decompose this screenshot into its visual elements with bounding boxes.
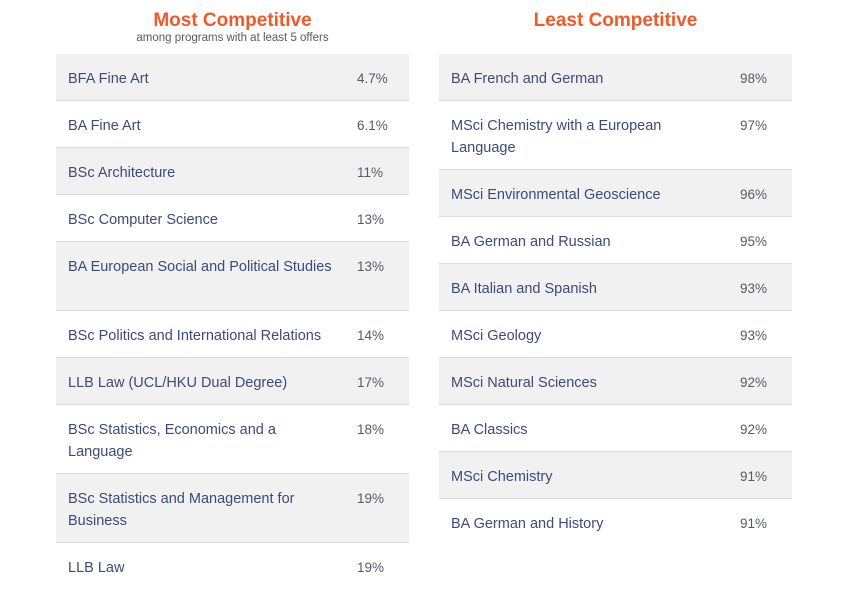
offer-rate: 91%	[740, 516, 768, 531]
program-name: BA French and German	[451, 71, 604, 87]
table-row: MSci Chemistry with a European Language …	[439, 101, 792, 170]
least-competitive-table: BA French and German 98% MSci Chemistry …	[439, 54, 792, 546]
offer-rate: 92%	[740, 375, 768, 390]
program-name: MSci Environmental Geoscience	[451, 187, 661, 203]
program-name: BSc Architecture	[68, 165, 176, 181]
most-competitive-table: BFA Fine Art 4.7% BA Fine Art 6.1% BSc A…	[56, 54, 409, 590]
program-name: BSc Computer Science	[68, 212, 218, 228]
offer-rate: 95%	[740, 234, 768, 249]
table-row: BSc Politics and International Relations…	[56, 311, 409, 358]
program-name: LLB Law (UCL/HKU Dual Degree)	[68, 375, 288, 391]
table-row: MSci Chemistry 91%	[439, 452, 792, 499]
table-row: BFA Fine Art 4.7%	[56, 54, 409, 101]
program-name: BA Italian and Spanish	[451, 281, 597, 297]
table-row: LLB Law (UCL/HKU Dual Degree) 17%	[56, 358, 409, 405]
program-name: BSc Politics and International Relations	[68, 328, 322, 344]
table-row: BA German and Russian 95%	[439, 217, 792, 264]
offer-rate: 93%	[740, 328, 768, 343]
table-row: BSc Architecture 11%	[56, 148, 409, 195]
table-row: LLB Law 19%	[56, 543, 409, 590]
offer-rate: 14%	[357, 328, 385, 343]
program-name: MSci Geology	[451, 328, 542, 344]
offer-rate: 91%	[740, 469, 768, 484]
offer-rate: 98%	[740, 71, 768, 86]
offer-rate: 13%	[357, 212, 385, 227]
table-row: BA Classics 92%	[439, 405, 792, 452]
table-row: MSci Geology 93%	[439, 311, 792, 358]
table-row: BSc Statistics and Management for Busine…	[56, 474, 409, 543]
offer-rate: 18%	[357, 422, 385, 437]
offer-rate: 96%	[740, 187, 768, 202]
program-name: BA Fine Art	[68, 118, 141, 134]
program-name: BA German and Russian	[451, 234, 611, 250]
offer-rate: 13%	[357, 259, 385, 274]
most-competitive-subtitle: among programs with at least 5 offers	[136, 32, 329, 44]
table-row: MSci Natural Sciences 92%	[439, 358, 792, 405]
least-competitive-title: Least Competitive	[533, 10, 698, 31]
offer-rate: 92%	[740, 422, 768, 437]
offer-rate: 11%	[357, 165, 384, 180]
program-name: BA German and History	[451, 516, 604, 532]
most-competitive-section: Most Competitive among programs with at …	[56, 0, 409, 576]
program-name: MSci Natural Sciences	[451, 375, 597, 391]
table-row: MSci Environmental Geoscience 96%	[439, 170, 792, 217]
least-competitive-section: Least Competitive BA French and German 9…	[439, 0, 792, 532]
table-row: BA French and German 98%	[439, 54, 792, 101]
program-name: MSci Chemistry	[451, 469, 553, 485]
program-name: MSci Chemistry with a European Language	[451, 118, 662, 156]
offer-rate: 17%	[357, 375, 385, 390]
table-row: BA Fine Art 6.1%	[56, 101, 409, 148]
offer-rate: 19%	[357, 491, 385, 506]
program-name: BFA Fine Art	[68, 71, 149, 87]
table-row: BA German and History 91%	[439, 499, 792, 546]
program-name: BA Classics	[451, 422, 528, 438]
most-competitive-title: Most Competitive	[153, 10, 312, 31]
table-row: BSc Statistics, Economics and a Language…	[56, 405, 409, 474]
offer-rate: 97%	[740, 118, 768, 133]
offer-rate: 4.7%	[357, 71, 388, 86]
program-name: BSc Statistics, Economics and a Language	[68, 422, 276, 460]
program-name: BA European Social and Political Studies	[68, 259, 332, 275]
offer-rate: 6.1%	[357, 118, 388, 133]
program-name: LLB Law	[68, 560, 125, 576]
table-row: BA European Social and Political Studies…	[56, 242, 409, 311]
table-row: BA Italian and Spanish 93%	[439, 264, 792, 311]
offer-rate: 19%	[357, 560, 385, 575]
table-row: BSc Computer Science 13%	[56, 195, 409, 242]
program-name: BSc Statistics and Management for Busine…	[68, 491, 295, 529]
offer-rate: 93%	[740, 281, 768, 296]
